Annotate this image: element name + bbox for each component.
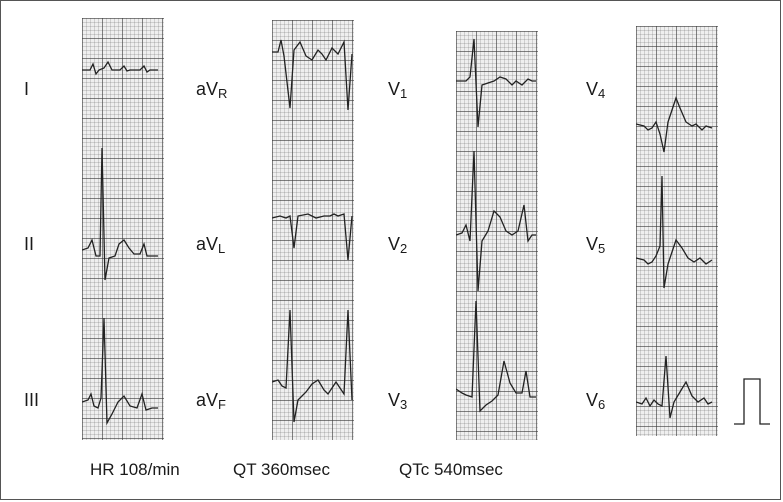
qtc-interval-label: QTc 540msec xyxy=(399,460,503,479)
ecg-strip-col4 xyxy=(636,26,718,436)
lead-label-V6: V6 xyxy=(586,390,606,412)
lead-label-aVL: aVL xyxy=(196,234,226,256)
lead-label-II: II xyxy=(24,234,35,254)
lead-label-V2: V2 xyxy=(388,234,408,256)
lead-label-V1: V1 xyxy=(388,79,408,101)
ecg-trace-col2 xyxy=(272,39,353,423)
ecg-strip-col3 xyxy=(456,31,538,440)
ecg-trace-col1 xyxy=(82,60,158,426)
qt-interval-label: QT 360msec xyxy=(233,460,331,479)
lead-label-I: I xyxy=(24,79,30,99)
heart-rate-label: HR 108/min xyxy=(90,460,180,479)
lead-label-V5: V5 xyxy=(586,234,606,256)
lead-label-V4: V4 xyxy=(586,79,606,101)
calibration-pulse-icon xyxy=(734,378,770,425)
ecg-strip-col1 xyxy=(82,18,164,440)
lead-label-III: III xyxy=(24,390,40,410)
lead-label-V3: V3 xyxy=(388,390,408,412)
lead-label-aVR: aVR xyxy=(196,79,228,101)
ecg-strip-col2 xyxy=(272,20,354,440)
ecg-trace-col3 xyxy=(456,38,536,413)
ecg-trace-col4 xyxy=(636,96,713,419)
lead-label-aVF: aVF xyxy=(196,390,226,412)
